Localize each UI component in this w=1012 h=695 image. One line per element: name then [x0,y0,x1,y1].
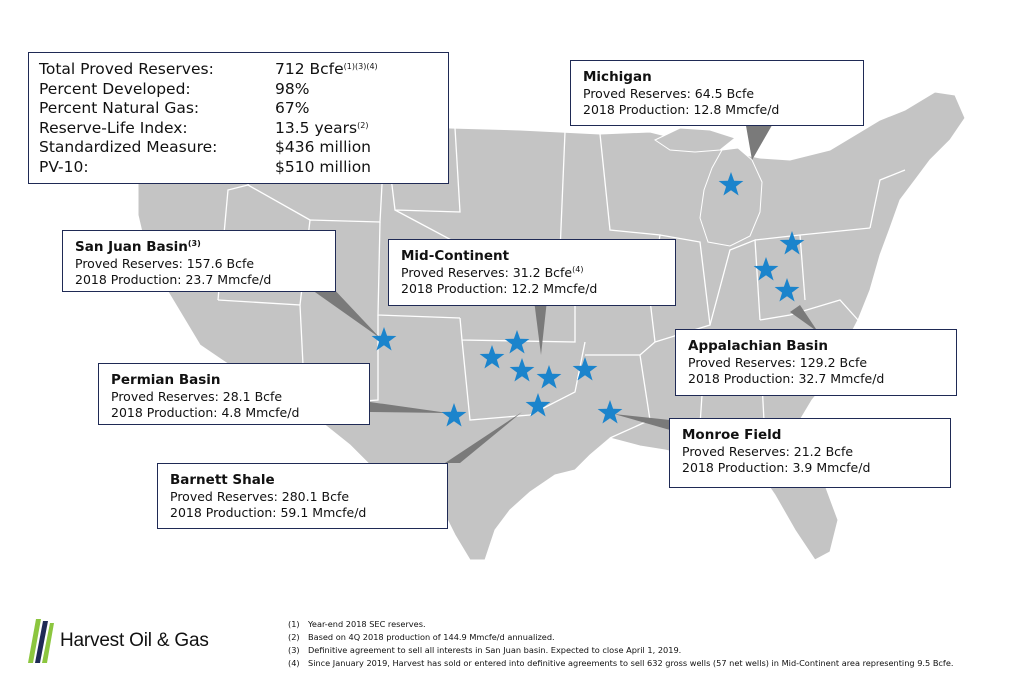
region-production: 2018 Production: 12.2 Mmcfe/d [401,281,598,296]
summary-value: $436 million [275,138,372,156]
summary-row-pv10: PV-10: $510 million [39,158,438,178]
region-title: Michigan [583,69,652,85]
star-mid-continent-2-icon [479,345,505,369]
region-box-san-juan: San Juan Basin(3) Proved Reserves: 157.6… [62,230,336,292]
michigan-peninsula [699,147,763,247]
summary-label: Standardized Measure: [39,138,218,156]
star-permian-icon [441,403,467,427]
region-production: 2018 Production: 23.7 Mmcfe/d [75,272,272,287]
region-reserves: Proved Reserves: 21.2 Bcfe [682,444,854,459]
summary-label: Total Proved Reserves: [39,60,214,78]
footnote-text: Since January 2019, Harvest has sold or … [308,658,954,668]
footnote-ref: (4) [572,265,584,274]
region-reserves: Proved Reserves: 64.5 Bcfe [583,86,755,101]
leader-lines [305,120,818,463]
region-title: Monroe Field [682,427,782,443]
region-production: 2018 Production: 59.1 Mmcfe/d [170,505,367,520]
summary-value: 67% [275,99,310,117]
summary-label: Reserve-Life Index: [39,118,188,137]
region-box-barnett: Barnett Shale Proved Reserves: 280.1 Bcf… [157,463,448,529]
footnote-ref: (3) [187,239,201,248]
asset-stars [371,172,805,427]
region-box-mid-continent: Mid-Continent Proved Reserves: 31.2 Bcfe… [388,239,676,306]
leader-appalachian [790,305,818,332]
footnote-text: Definitive agreement to sell all interes… [308,645,682,655]
summary-value: $510 million [275,157,372,176]
region-title: Permian Basin [111,372,221,388]
leader-san-juan [305,285,380,338]
region-production: 2018 Production: 12.8 Mmcfe/d [583,102,780,117]
region-box-monroe: Monroe Field Proved Reserves: 21.2 Bcfe … [669,418,951,488]
summary-value: 98% [275,79,310,98]
region-reserves: Proved Reserves: 28.1 Bcfe [111,389,283,404]
star-michigan-icon [718,172,744,196]
footnote-number: (4) [288,658,300,668]
star-mid-continent-1-icon [504,330,530,354]
region-title: San Juan Basin(3) [75,239,201,255]
region-title: Mid-Continent [401,248,510,264]
michigan-upper-peninsula [653,127,737,153]
star-appalachian-3-icon [774,278,800,302]
footnote: (4) Since January 2019, Harvest has sold … [288,657,953,670]
leader-mid-continent [534,300,547,355]
star-mid-continent-4-icon [536,365,562,389]
region-box-michigan: Michigan Proved Reserves: 64.5 Bcfe 2018… [570,60,864,126]
footnote-number: (3) [288,645,300,655]
star-monroe-icon [597,400,623,424]
summary-row-standardized-measure: Standardized Measure: $436 million [39,138,438,158]
star-appalachian-1-icon [779,231,805,255]
region-reserves: Proved Reserves: 280.1 Bcfe [170,489,350,504]
summary-label: PV-10: [39,157,89,176]
region-title: Barnett Shale [170,472,275,488]
footnote-number: (1) [288,619,300,629]
star-appalachian-2-icon [753,257,779,281]
summary-value: 13.5 years(2) [275,118,369,137]
region-production: 2018 Production: 32.7 Mmcfe/d [688,371,885,386]
leader-michigan [745,120,775,160]
star-mid-continent-3-icon [509,358,535,382]
summary-value: 712 Bcfe(1)(3)(4) [275,60,378,78]
logo-stripes-icon [28,619,54,663]
star-san-juan-icon [371,327,397,351]
summary-label: Percent Developed: [39,79,191,98]
leader-monroe [614,414,670,430]
leader-barnett [445,412,522,463]
region-box-permian: Permian Basin Proved Reserves: 28.1 Bcfe… [98,363,370,425]
region-title: Appalachian Basin [688,338,828,354]
region-production: 2018 Production: 3.9 Mmcfe/d [682,460,871,475]
region-reserves: Proved Reserves: 129.2 Bcfe [688,355,868,370]
footnote-ref: (2) [357,120,369,130]
star-mid-continent-5-icon [572,357,598,381]
summary-label: Percent Natural Gas: [39,99,200,117]
footnotes: (1) Year-end 2018 SEC reserves. (2) Based … [288,618,953,670]
footnote-text: Based on 4Q 2018 production of 144.9 Mmc… [308,632,555,642]
footnote-number: (2) [288,632,300,642]
summary-box: Total Proved Reserves: 712 Bcfe(1)(3)(4)… [28,52,449,184]
summary-row-reserve-life: Reserve-Life Index: 13.5 years(2) [39,119,438,139]
leader-permian [370,402,448,413]
company-logo: Harvest Oil & Gas [28,619,209,663]
footnote-text: Year-end 2018 SEC reserves. [308,619,426,629]
region-reserves: Proved Reserves: 157.6 Bcfe [75,256,255,271]
summary-row-total-reserves: Total Proved Reserves: 712 Bcfe(1)(3)(4) [39,60,438,80]
footnote-ref: (1)(3)(4) [343,62,378,71]
logo-text: Harvest Oil & Gas [60,630,209,651]
summary-row-percent-developed: Percent Developed: 98% [39,80,438,100]
summary-row-percent-gas: Percent Natural Gas: 67% [39,99,438,119]
star-barnett-icon [525,393,551,417]
footnote: (3) Definitive agreement to sell all inte… [288,644,953,657]
footnote: (1) Year-end 2018 SEC reserves. [288,618,953,631]
region-production: 2018 Production: 4.8 Mmcfe/d [111,405,300,420]
region-box-appalachian: Appalachian Basin Proved Reserves: 129.2… [675,329,957,396]
footnote: (2) Based on 4Q 2018 production of 144.9 … [288,631,953,644]
region-reserves: Proved Reserves: 31.2 Bcfe(4) [401,265,584,280]
